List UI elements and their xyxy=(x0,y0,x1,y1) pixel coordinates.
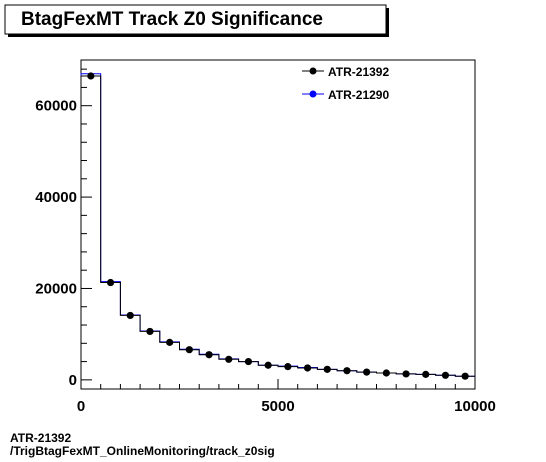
y-tick-label: 0 xyxy=(69,372,77,389)
series-atr-21392-point xyxy=(303,364,312,372)
legend: ATR-21392 ATR-21290 xyxy=(302,65,389,102)
series-atr-21392-point xyxy=(363,368,371,376)
series-atr-21392-point xyxy=(284,363,292,371)
axis-ticks xyxy=(80,68,476,389)
chart-title: BtagFexMT Track Z0 Significance xyxy=(21,9,323,30)
series-atr-21392-point xyxy=(87,72,95,80)
series-atr-21392-point xyxy=(323,365,331,373)
legend-label-atr-21290: ATR-21290 xyxy=(328,88,389,102)
series-atr-21392-histogram xyxy=(80,75,475,380)
series-atr-21392-point xyxy=(264,361,272,369)
data-series xyxy=(80,72,475,380)
y-tick-label: 20000 xyxy=(35,280,77,297)
y-tick-labels: 0 20000 40000 60000 xyxy=(35,98,77,389)
x-tick-label: 10000 xyxy=(454,398,496,415)
legend-marker-atr-21290 xyxy=(309,90,317,98)
series-atr-21392-point xyxy=(422,370,430,378)
series-atr-21392-point xyxy=(225,355,233,363)
series-atr-21392-point xyxy=(185,346,193,354)
x-tick-label: 0 xyxy=(77,398,85,415)
series-atr-21392-point xyxy=(461,372,469,380)
series-atr-21392-point xyxy=(166,338,174,346)
footer-histogram-path: /TrigBtagFexMT_OnlineMonitoring/track_z0… xyxy=(10,444,275,458)
series-atr-21392-point xyxy=(126,311,134,320)
series-atr-21392-point xyxy=(244,357,253,366)
series-atr-21392-point xyxy=(382,369,390,377)
series-atr-21392-point xyxy=(106,278,115,287)
title-box xyxy=(4,4,387,35)
series-atr-21290-histogram xyxy=(80,73,475,380)
series-atr-21392-point xyxy=(402,370,410,378)
series-atr-21392-point xyxy=(205,351,213,359)
y-tick-label: 60000 xyxy=(35,98,77,115)
legend-marker-atr-21392 xyxy=(309,67,317,75)
footer-run-label: ATR-21392 xyxy=(10,431,72,445)
series-atr-21392-point xyxy=(146,327,154,336)
y-tick-label: 40000 xyxy=(35,189,77,206)
plot-frame xyxy=(80,59,476,390)
legend-label-atr-21392: ATR-21392 xyxy=(328,65,389,79)
series-atr-21392-point xyxy=(343,367,351,375)
x-tick-label: 5000 xyxy=(261,398,294,415)
series-atr-21392-point xyxy=(441,371,450,379)
x-tick-labels: 0 5000 10000 xyxy=(77,398,496,415)
